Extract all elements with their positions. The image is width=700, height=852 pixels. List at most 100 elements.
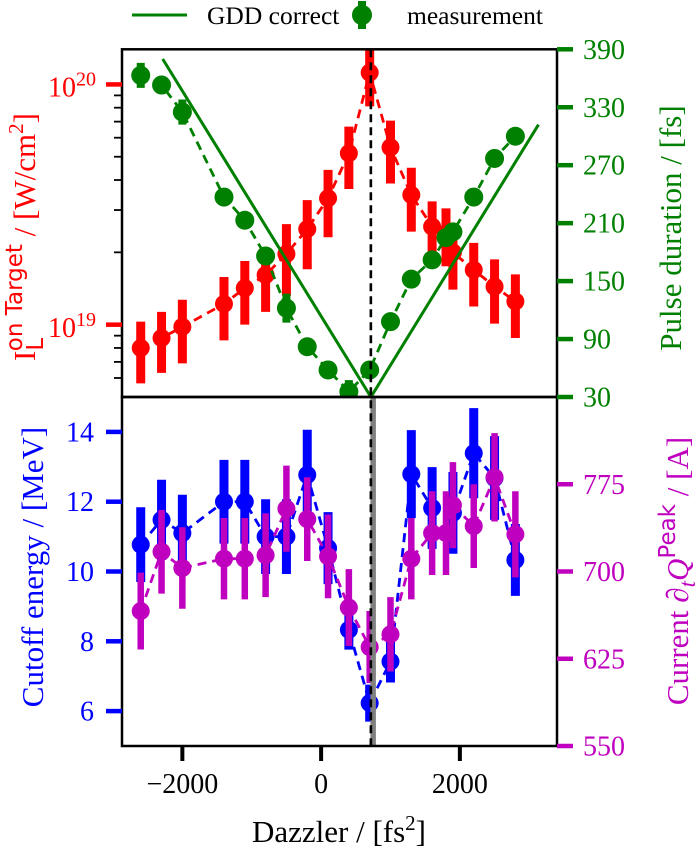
x-axis-label-end: ] bbox=[416, 814, 426, 849]
intensity-point bbox=[235, 279, 254, 298]
current-label-subscript: t bbox=[675, 580, 700, 587]
pulse-duration-point bbox=[214, 187, 234, 207]
tick-label-base: 10 bbox=[48, 73, 76, 104]
peak-current-point bbox=[277, 499, 296, 518]
x-tick-label: 2000 bbox=[432, 769, 488, 800]
intensity-point bbox=[214, 294, 233, 313]
pulse-duration-point bbox=[505, 126, 525, 146]
cutoff-energy-point bbox=[402, 465, 421, 484]
legend-gdd-correct-label: GDD correct bbox=[207, 1, 339, 30]
top-right-tick-label: 90 bbox=[583, 325, 611, 356]
y-axis-label-peak-current: Current ∂tQPeak / [A] bbox=[655, 437, 700, 705]
peak-current-point bbox=[423, 524, 442, 543]
current-label-prefix: Current bbox=[660, 603, 695, 705]
top-right-tick-label: 330 bbox=[583, 93, 625, 124]
pulse-duration-point bbox=[131, 65, 151, 85]
peak-current-point bbox=[339, 598, 358, 617]
peak-current-point bbox=[506, 525, 525, 544]
pulse-duration-point bbox=[297, 337, 317, 357]
cutoff-energy-point bbox=[214, 492, 233, 511]
pulse-duration-point bbox=[276, 298, 296, 318]
intensity-point bbox=[402, 185, 421, 204]
top-left-tick-label: 1019 bbox=[48, 309, 96, 344]
intensity-point bbox=[485, 277, 504, 296]
bottom-right-tick-label: 625 bbox=[583, 644, 625, 675]
peak-current-point bbox=[402, 549, 421, 568]
peak-current-point bbox=[173, 559, 192, 578]
current-label-symbol: Q bbox=[660, 559, 695, 581]
intensity-label-unit-superscript: 2 bbox=[4, 123, 28, 134]
y-axis-label-intensity: ILon Target / [W/cm2] bbox=[2, 113, 49, 361]
intensity-point bbox=[173, 317, 192, 336]
intensity-point bbox=[277, 244, 296, 263]
pulse-duration-point bbox=[422, 250, 442, 270]
pulse-duration-point bbox=[235, 210, 255, 230]
pulse-duration-point bbox=[401, 269, 421, 289]
peak-current-point bbox=[381, 625, 400, 644]
top-right-tick-label: 270 bbox=[583, 151, 625, 182]
legend: GDD correct measurement bbox=[132, 1, 543, 30]
tick-label-base: 10 bbox=[48, 313, 76, 344]
intensity-label-subscript: L bbox=[23, 338, 49, 351]
legend-marker-circle bbox=[352, 5, 372, 25]
bottom-right-tick-label: 775 bbox=[583, 470, 625, 501]
intensity-label-unit-end: ] bbox=[7, 113, 42, 123]
top-right-tick-label: 210 bbox=[583, 209, 625, 240]
intensity-point bbox=[423, 217, 442, 236]
pulse-duration-point bbox=[256, 246, 276, 266]
pulse-duration-point bbox=[339, 382, 359, 398]
intensity-point bbox=[152, 329, 171, 348]
intensity-point bbox=[298, 220, 317, 239]
peak-current-point bbox=[235, 549, 254, 568]
pulse-duration-point bbox=[485, 148, 505, 168]
x-axis-label-superscript: 2 bbox=[405, 811, 416, 835]
peak-current-point bbox=[256, 546, 275, 565]
reference-lines bbox=[369, 49, 376, 746]
x-tick-label: 0 bbox=[314, 769, 328, 800]
bottom-left-tick-label: 14 bbox=[66, 417, 94, 448]
tick-label-exponent: 20 bbox=[76, 69, 96, 91]
top-right-tick-label: 150 bbox=[583, 267, 625, 298]
intensity-point bbox=[339, 144, 358, 163]
peak-current-point bbox=[485, 468, 504, 487]
x-tick-label: −2000 bbox=[146, 769, 218, 800]
pulse-duration-point bbox=[464, 187, 484, 207]
peak-current-point bbox=[214, 549, 233, 568]
peak-current-point bbox=[131, 602, 150, 621]
intensity-point bbox=[381, 138, 400, 157]
legend-measurement-marker-icon bbox=[352, 1, 372, 29]
pulse-duration-point bbox=[172, 102, 192, 122]
peak-current-point bbox=[443, 496, 462, 515]
pulse-duration-series bbox=[131, 62, 525, 398]
peak-current-point bbox=[152, 542, 171, 561]
current-label-unit: / [A] bbox=[660, 437, 695, 504]
top-right-tick-label: 390 bbox=[583, 35, 625, 66]
pulse-duration-point bbox=[318, 360, 338, 380]
peak-current-series bbox=[131, 433, 525, 684]
bottom-left-tick-label: 8 bbox=[80, 627, 94, 658]
intensity-point bbox=[131, 338, 150, 357]
pulse-duration-label-text: Pulse duration / [fs] bbox=[653, 105, 688, 350]
intensity-point bbox=[256, 265, 275, 284]
cutoff-energy-point bbox=[298, 465, 317, 484]
y-axis-label-pulse-duration: Pulse duration / [fs] bbox=[653, 105, 688, 350]
cutoff-energy-point bbox=[464, 444, 483, 463]
bottom-left-tick-label: 6 bbox=[80, 697, 94, 728]
pulse-duration-point bbox=[380, 312, 400, 332]
peak-current-point bbox=[436, 524, 455, 543]
intensity-point bbox=[506, 292, 525, 311]
x-axis-label-text: Dazzler / [fs bbox=[252, 814, 405, 849]
tick-label-exponent: 19 bbox=[76, 309, 96, 331]
peak-current-point bbox=[464, 517, 483, 536]
peak-current-point bbox=[319, 547, 338, 566]
bottom-panel-plot-area bbox=[131, 408, 525, 722]
pulse-duration-point bbox=[152, 75, 172, 95]
axis-ticks: 1019102030901502102703303906810121455062… bbox=[48, 35, 625, 800]
top-right-tick-label: 30 bbox=[583, 383, 611, 414]
bottom-right-tick-label: 550 bbox=[583, 732, 625, 763]
intensity-label-symbol: I bbox=[7, 351, 42, 361]
current-label-superscript: Peak bbox=[655, 503, 681, 558]
top-left-tick-label: 1020 bbox=[48, 69, 96, 104]
cutoff-energy-point bbox=[131, 535, 150, 554]
